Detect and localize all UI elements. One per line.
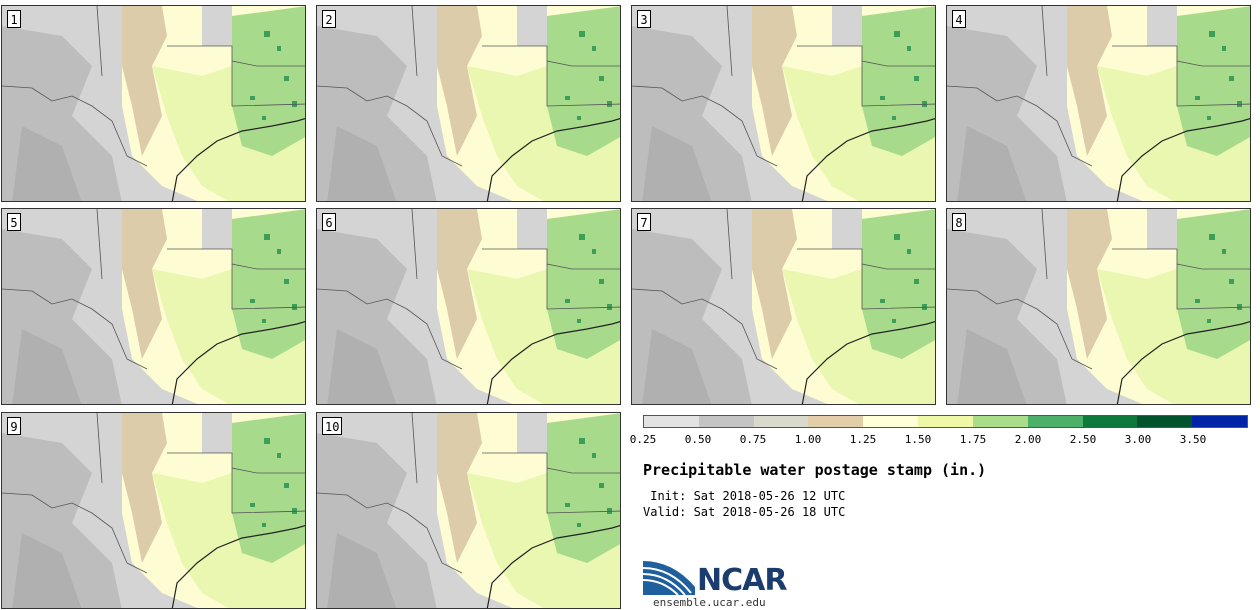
panel-number-label: 6: [322, 213, 336, 231]
colorbar-tick-label: 3.50: [1179, 433, 1207, 446]
colorbar-segment: [918, 416, 973, 427]
panel-number-label: 9: [7, 417, 21, 435]
init-time: Init: Sat 2018-05-26 12 UTC: [643, 489, 846, 503]
colorbar-segment: [698, 416, 754, 427]
colorbar-segment: [863, 416, 919, 427]
colorbar-tick-label: 1.75: [959, 433, 987, 446]
colorbar-segment: [753, 416, 809, 427]
colorbar-segment: [1082, 416, 1138, 427]
map-panel-10: 10: [316, 412, 621, 609]
colorbar-tick-label: 1.50: [904, 433, 932, 446]
panel-number-label: 2: [322, 10, 336, 28]
map-panel-2: 2: [316, 5, 621, 202]
panel-number-label: 4: [952, 10, 966, 28]
map-panel-7: 7: [631, 208, 936, 405]
colorbar-tick-label: 1.25: [849, 433, 877, 446]
colorbar-tick-label: 0.50: [684, 433, 712, 446]
map-panel-1: 1: [1, 5, 306, 202]
colorbar-segment: [1027, 416, 1083, 427]
colorbar-tick-label: 2.00: [1014, 433, 1042, 446]
colorbar-segment: [1137, 416, 1193, 427]
valid-time: Valid: Sat 2018-05-26 18 UTC: [643, 505, 846, 519]
map-panel-6: 6: [316, 208, 621, 405]
colorbar-segment: [972, 416, 1028, 427]
map-panel-8: 8: [946, 208, 1251, 405]
website-link[interactable]: ensemble.ucar.edu: [653, 596, 766, 609]
colorbar-tick-label: 0.25: [629, 433, 657, 446]
map-panel-9: 9: [1, 412, 306, 609]
colorbar-segment: [808, 416, 864, 427]
map-title: Precipitable water postage stamp (in.): [643, 461, 987, 479]
colorbar-segment: [644, 416, 699, 427]
colorbar-tick-label: 0.75: [739, 433, 767, 446]
panel-number-label: 5: [7, 213, 21, 231]
colorbar-tick-label: 1.00: [794, 433, 822, 446]
map-panel-4: 4: [946, 5, 1251, 202]
ncar-logo-text: NCAR: [697, 563, 787, 598]
map-panel-3: 3: [631, 5, 936, 202]
panel-number-label: 1: [7, 10, 21, 28]
colorbar-segment: [1192, 416, 1247, 427]
map-panel-5: 5: [1, 208, 306, 405]
colorbar: [643, 415, 1248, 428]
panel-number-label: 7: [637, 213, 651, 231]
ncar-logo-icon: [643, 553, 695, 595]
panel-number-label: 8: [952, 213, 966, 231]
colorbar-tick-label: 3.00: [1124, 433, 1152, 446]
panel-number-label: 3: [637, 10, 651, 28]
colorbar-tick-label: 2.50: [1069, 433, 1097, 446]
panel-number-label: 10: [322, 417, 343, 435]
